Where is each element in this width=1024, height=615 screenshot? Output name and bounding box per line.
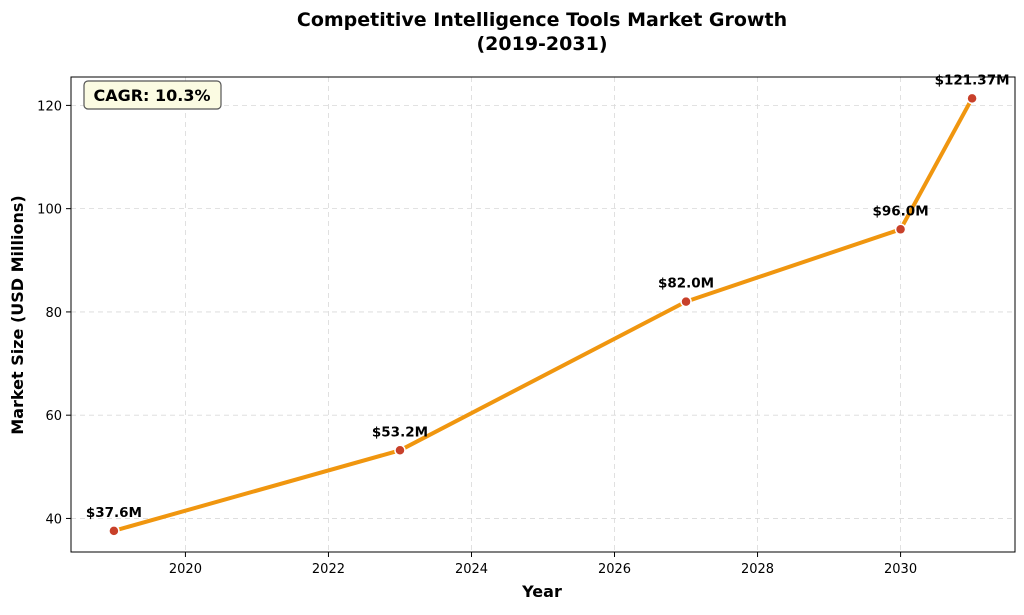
- x-tick-label: 2020: [169, 562, 202, 577]
- axis-ticks: 2020 2022 2024 2026 2028 2030 40 60 80 100 120: [37, 99, 917, 577]
- series-line: [111, 96, 975, 533]
- y-tick-label: 120: [37, 99, 62, 114]
- chart-subtitle: (2019-2031): [476, 33, 607, 55]
- data-label: $96.0M: [873, 203, 929, 219]
- data-point: [894, 223, 907, 236]
- data-label: $82.0M: [658, 276, 714, 292]
- x-axis-label: Year: [521, 582, 562, 601]
- x-tick-label: 2028: [741, 562, 774, 577]
- plot-frame: [70, 76, 1016, 553]
- y-tick-label: 80: [45, 306, 62, 321]
- data-point: [108, 525, 120, 537]
- data-label: $37.6M: [86, 505, 142, 521]
- data-point: [680, 295, 692, 308]
- y-tick-label: 40: [45, 512, 62, 527]
- x-tick-label: 2026: [598, 562, 631, 577]
- x-tick-label: 2022: [312, 562, 345, 577]
- series-layer: [111, 96, 975, 533]
- data-label: $53.2M: [372, 424, 428, 440]
- data-labels: $37.6M $53.2M $82.0M $96.0M $121.37M: [86, 72, 1010, 521]
- cagr-annotation: CAGR: 10.3%: [83, 80, 222, 110]
- y-axis-label: Market Size (USD Millions): [8, 195, 27, 434]
- x-tick-label: 2024: [455, 562, 488, 577]
- y-tick-label: 100: [37, 203, 62, 218]
- grid: [71, 77, 1015, 552]
- cagr-box: [83, 80, 222, 110]
- data-point: [966, 92, 978, 105]
- data-point: [394, 444, 406, 457]
- y-tick-label: 60: [45, 409, 62, 424]
- chart-title: Competitive Intelligence Tools Market Gr…: [297, 9, 787, 31]
- data-points: [108, 92, 978, 537]
- x-tick-label: 2030: [884, 562, 917, 577]
- cagr-label: CAGR: 10.3%: [93, 86, 210, 105]
- data-label: $121.37M: [935, 72, 1010, 88]
